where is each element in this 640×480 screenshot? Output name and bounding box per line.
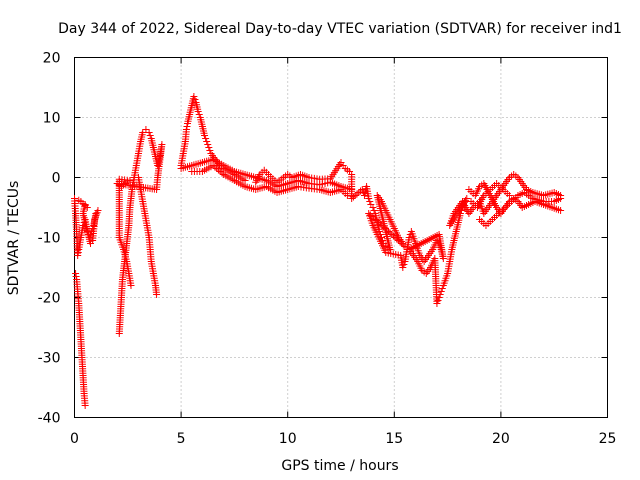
data-point <box>405 234 413 241</box>
y-tick-label: 10 <box>43 111 61 127</box>
data-point <box>216 168 224 175</box>
y-tick-label: -30 <box>38 351 61 367</box>
data-point <box>371 216 379 223</box>
x-axis-label: GPS time / hours <box>281 458 398 474</box>
data-point <box>209 162 217 169</box>
data-point <box>153 291 161 298</box>
data-point <box>190 93 198 100</box>
data-point <box>380 223 388 231</box>
data-point <box>191 96 199 103</box>
x-tick-label: 5 <box>177 431 186 447</box>
data-point <box>203 138 211 145</box>
y-tick-label: -10 <box>38 231 61 247</box>
data-point <box>394 237 402 244</box>
data-point <box>400 261 408 268</box>
x-tick-label: 15 <box>385 431 403 447</box>
x-tick-label: 20 <box>492 431 510 447</box>
data-point <box>74 252 82 259</box>
data-point <box>399 264 407 271</box>
chart-title: Day 344 of 2022, Sidereal Day-to-day VTE… <box>58 21 622 37</box>
data-point <box>366 198 374 205</box>
data-point <box>398 240 406 247</box>
data-point <box>241 177 249 184</box>
data-point <box>384 228 392 235</box>
y-axis-label: SDTVAR / TECUs <box>6 181 22 296</box>
data-point <box>214 166 222 174</box>
data-point <box>211 163 219 171</box>
data-point <box>142 126 150 133</box>
data-point <box>557 207 565 214</box>
y-tick-label: -40 <box>38 411 61 427</box>
data-point <box>182 126 190 133</box>
data-point <box>202 135 210 142</box>
data-point <box>139 129 147 136</box>
data-point <box>206 147 214 154</box>
data-point <box>194 108 202 115</box>
data-point <box>365 195 373 202</box>
data-point <box>557 195 565 202</box>
data-point <box>218 169 226 177</box>
data-point <box>75 196 83 204</box>
data-point <box>375 219 383 226</box>
data-point <box>146 132 154 139</box>
data-point <box>376 220 384 228</box>
x-tick-label: 10 <box>279 431 297 447</box>
data-point <box>351 192 359 199</box>
x-tick-label: 25 <box>599 431 617 447</box>
data-point <box>127 282 135 289</box>
data-point <box>437 288 445 295</box>
data-point <box>348 195 356 202</box>
data-point <box>391 234 399 241</box>
data-point <box>145 129 153 136</box>
data-point <box>205 144 213 151</box>
y-axis-tick-labels: -40 -30 -20 -10 0 10 20 <box>38 51 61 427</box>
data-point <box>213 165 221 172</box>
data-point <box>381 225 389 232</box>
data-point <box>195 111 203 118</box>
data-point <box>201 132 209 139</box>
data-point <box>386 229 394 237</box>
data-point <box>389 232 397 240</box>
plot-frame <box>74 57 608 418</box>
data-point <box>370 207 378 214</box>
x-tick-label: 0 <box>70 431 79 447</box>
data-point <box>396 238 404 246</box>
data-point <box>72 273 80 280</box>
data-point <box>81 402 89 409</box>
data-point <box>349 193 357 201</box>
data-point <box>435 294 443 301</box>
data-point <box>353 190 361 198</box>
data-point <box>343 192 351 199</box>
data-point <box>358 186 366 193</box>
data-point <box>438 285 446 292</box>
data-point <box>183 123 191 130</box>
data-point <box>388 231 396 238</box>
data-point <box>436 291 444 298</box>
data-points <box>71 93 565 409</box>
data-point <box>393 235 401 243</box>
data-point <box>433 300 441 307</box>
y-tick-label: -20 <box>38 291 61 307</box>
x-axis-tick-labels: 0 5 10 15 20 25 <box>70 431 616 447</box>
data-point <box>74 249 82 256</box>
data-point <box>434 297 442 304</box>
data-point <box>378 222 386 229</box>
data-point <box>369 204 377 211</box>
y-tick-label: 20 <box>43 51 61 67</box>
data-point <box>72 270 80 277</box>
data-point <box>505 192 513 199</box>
data-point <box>383 226 391 234</box>
data-point <box>204 141 212 148</box>
y-tick-label: 0 <box>52 171 61 187</box>
